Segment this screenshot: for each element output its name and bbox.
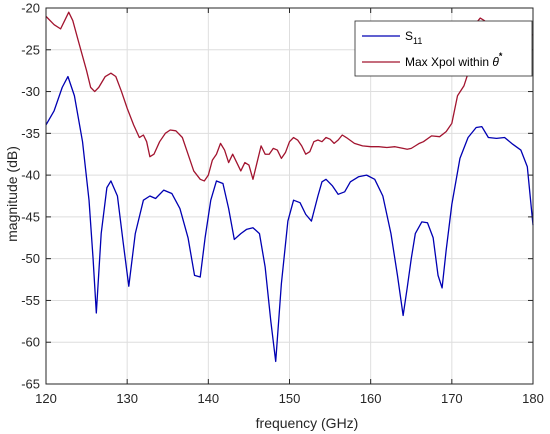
legend-label-s11: S11 xyxy=(405,29,422,46)
y-tick-label: -35 xyxy=(21,126,40,141)
legend-box xyxy=(354,20,533,77)
legend-xpol-superscript: * xyxy=(499,51,503,61)
y-tick-label: -40 xyxy=(21,168,40,183)
legend-xpol-main: Max Xpol within xyxy=(405,55,492,69)
x-tick-label: 150 xyxy=(279,391,301,406)
legend-s11-main: S xyxy=(405,29,413,43)
tick-labels: 120 130 140 150 160 170 180 -20 -25 -30 -35 -40 -45 -… xyxy=(21,1,544,407)
y-tick-label: -30 xyxy=(21,84,40,99)
y-tick-label: -20 xyxy=(21,1,40,16)
series-line-s11 xyxy=(45,75,534,363)
x-tick-label: 170 xyxy=(441,391,463,406)
x-tick-label: 120 xyxy=(35,391,57,406)
x-tick-label: 180 xyxy=(522,391,544,406)
y-tick-label: -65 xyxy=(21,377,40,392)
x-axis-label: frequency (GHz) xyxy=(256,415,359,431)
y-tick-label: -50 xyxy=(21,251,40,266)
y-tick-label: -55 xyxy=(21,293,40,308)
y-tick-label: -45 xyxy=(21,209,40,224)
series-layer xyxy=(45,11,534,363)
x-tick-label: 160 xyxy=(360,391,382,406)
y-tick-label: -25 xyxy=(21,42,40,57)
x-tick-label: 140 xyxy=(197,391,219,406)
y-axis-label: magnitude (dB) xyxy=(4,146,20,242)
legend-label-xpol: Max Xpol within θ* xyxy=(405,51,503,69)
legend: S11 Max Xpol within θ* xyxy=(354,20,533,77)
y-tick-label: -60 xyxy=(21,335,40,350)
x-tick-label: 130 xyxy=(116,391,138,406)
series-line-xpol xyxy=(45,11,534,182)
legend-s11-subscript: 11 xyxy=(413,36,422,46)
legend-xpol-symbol: θ xyxy=(492,55,499,69)
